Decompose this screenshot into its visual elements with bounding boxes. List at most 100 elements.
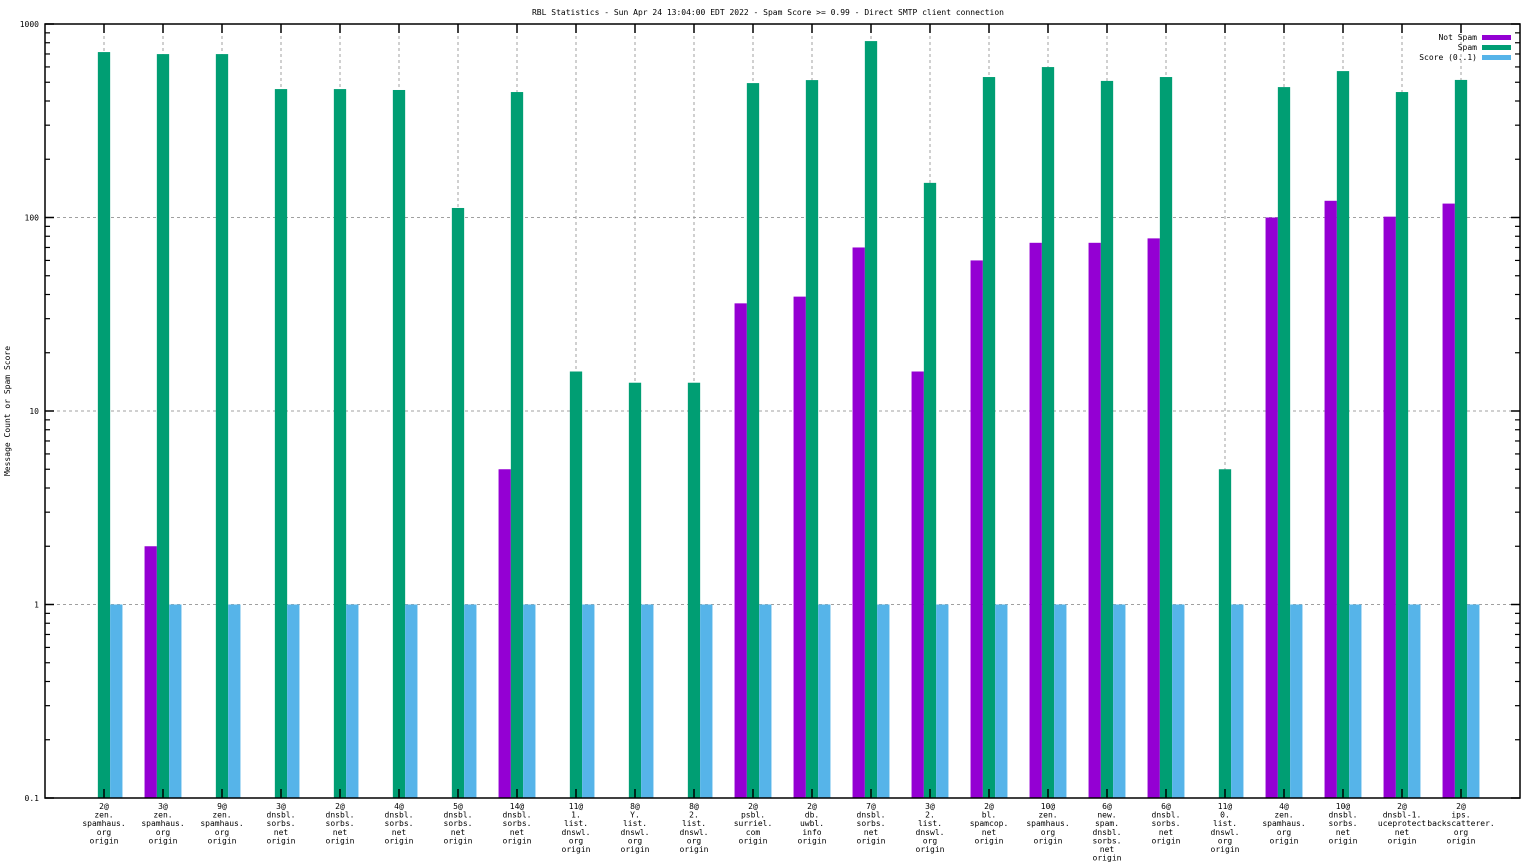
x-tick-label-line: net — [1336, 828, 1351, 837]
bar-not-spam — [1383, 216, 1396, 798]
x-tick-label-line: sorbs. — [503, 819, 532, 828]
y-tick-label: 0.1 — [25, 794, 40, 803]
x-tick-label-line: 4@ — [394, 802, 404, 811]
y-axis-label: Message Count or Spam Score — [3, 346, 12, 476]
x-tick-label-line: 11@ — [569, 802, 584, 811]
x-tick-label-line: origin — [90, 836, 119, 845]
x-tick-label-line: origin — [1034, 836, 1063, 845]
y-tick-label: 1 — [34, 601, 39, 610]
x-tick-label-line: spamhaus. — [1262, 819, 1305, 828]
x-tick-label-line: origin — [1270, 836, 1299, 845]
x-tick-label-line: list. — [623, 819, 647, 828]
x-tick-label-line: origin — [267, 836, 296, 845]
bar-score-0-1 — [1290, 604, 1303, 798]
y-tick-label: 100 — [25, 214, 40, 223]
x-tick-label-line: list. — [564, 819, 588, 828]
x-tick-label-line: net — [392, 828, 407, 837]
bar-score-0-1 — [1054, 604, 1067, 798]
x-tick-label-line: net — [451, 828, 466, 837]
bar-score-0-1 — [523, 604, 536, 798]
x-tick-label-line: dnsbl. — [1093, 828, 1122, 837]
bar-not-spam — [1324, 200, 1337, 798]
bar-spam — [1277, 87, 1291, 798]
x-tick-label-line: net — [864, 828, 879, 837]
x-tick-label-line: new. — [1097, 811, 1116, 820]
bar-score-0-1 — [464, 604, 477, 798]
x-tick-label-line: net — [333, 828, 348, 837]
bar-spam — [1218, 469, 1232, 798]
x-tick-label-line: surriel. — [734, 819, 773, 828]
bar-not-spam — [498, 469, 511, 798]
x-tick-label-line: origin — [562, 845, 591, 854]
x-tick-label-line: 5@ — [453, 802, 463, 811]
x-tick-label-line: net — [1159, 828, 1174, 837]
x-tick-label-line: origin — [975, 836, 1004, 845]
x-tick-label-line: org — [1041, 828, 1056, 837]
bar-score-0-1 — [1172, 604, 1185, 798]
x-tick-label-line: org — [569, 836, 584, 845]
x-tick-label-line: dnswl. — [621, 828, 650, 837]
x-tick-label-line: dnsbl. — [444, 811, 473, 820]
legend-label: Spam — [1458, 43, 1477, 52]
x-tick-label-line: origin — [503, 836, 532, 845]
x-tick-label-line: org — [628, 836, 643, 845]
x-tick-label-line: list. — [682, 819, 706, 828]
x-tick-label-line: sorbs. — [1329, 819, 1358, 828]
bar-not-spam — [911, 371, 924, 798]
bar-spam — [1100, 80, 1114, 798]
x-tick-label-line: db. — [805, 811, 819, 820]
bar-not-spam — [1029, 242, 1042, 799]
bar-score-0-1 — [287, 604, 300, 798]
x-tick-label-line: 10@ — [1336, 802, 1351, 811]
bar-spam — [1041, 67, 1055, 798]
bar-score-0-1 — [1467, 604, 1480, 798]
x-tick-label-line: 3@ — [158, 802, 168, 811]
x-tick-label-line: org — [1218, 836, 1233, 845]
x-tick-label-line: 2@ — [335, 802, 345, 811]
x-tick-label-line: dnsbl-1. — [1383, 811, 1422, 820]
bar-not-spam — [144, 546, 157, 798]
bar-score-0-1 — [759, 604, 772, 798]
x-tick-label-line: net — [274, 828, 289, 837]
x-tick-label-line: zen. — [94, 811, 113, 820]
legend-swatch — [1482, 55, 1511, 60]
x-tick-label-line: origin — [1211, 845, 1240, 854]
x-tick-label-line: 6@ — [1161, 802, 1171, 811]
x-tick-label-line: 3@ — [925, 802, 935, 811]
bar-score-0-1 — [995, 604, 1008, 798]
x-tick-label-line: origin — [1152, 836, 1181, 845]
bar-spam — [510, 92, 524, 798]
x-tick-label-line: list. — [1213, 819, 1237, 828]
x-tick-label-line: dnswl. — [680, 828, 709, 837]
x-tick-label-line: origin — [1447, 836, 1476, 845]
bar-spam — [333, 89, 347, 799]
bar-spam — [1395, 92, 1409, 798]
x-tick-label-line: org — [97, 828, 112, 837]
x-tick-label-line: ips. — [1451, 811, 1470, 820]
bar-score-0-1 — [346, 604, 359, 798]
x-tick-label-line: origin — [444, 836, 473, 845]
x-tick-label-line: org — [1454, 828, 1469, 837]
x-tick-label-line: 8@ — [630, 802, 640, 811]
x-tick-label-line: origin — [739, 836, 768, 845]
bar-score-0-1 — [1113, 604, 1126, 798]
x-tick-label-line: 11@ — [1218, 802, 1233, 811]
bar-not-spam — [1442, 203, 1455, 799]
bar-score-0-1 — [110, 604, 123, 798]
x-tick-label-line: psbl. — [741, 811, 765, 820]
x-tick-label-line: spamhaus. — [1026, 819, 1069, 828]
x-tick-label-line: org — [687, 836, 702, 845]
x-tick-label-line: sorbs. — [326, 819, 355, 828]
bar-spam — [451, 207, 465, 798]
